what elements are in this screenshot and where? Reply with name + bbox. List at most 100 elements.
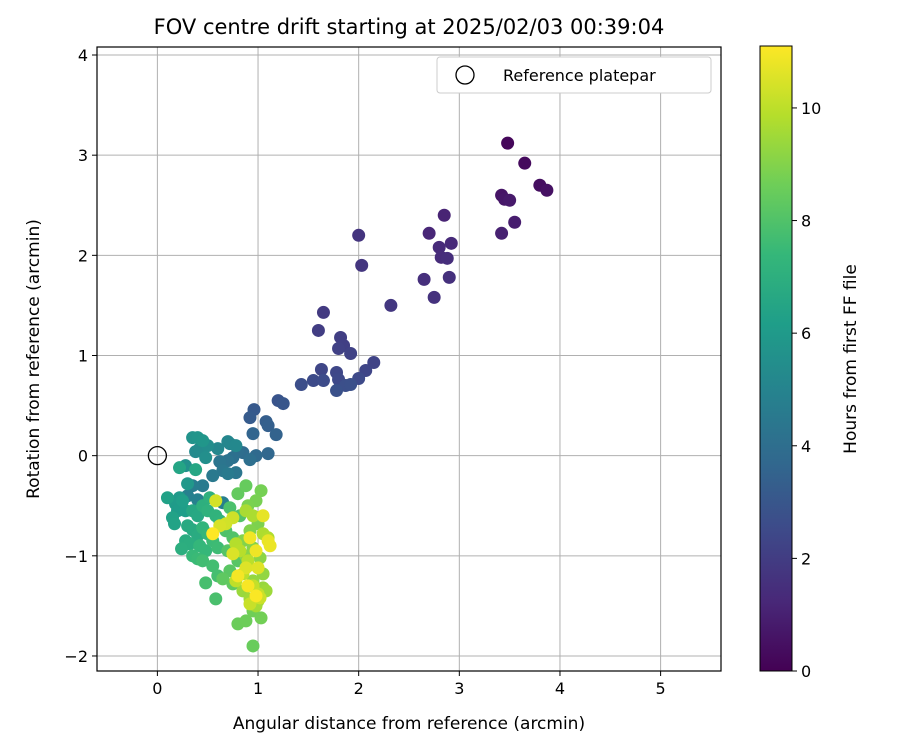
colorbar-tick-label: 2 — [801, 549, 811, 568]
x-tick-label: 1 — [253, 679, 263, 698]
data-point — [316, 374, 330, 388]
data-point — [518, 156, 532, 170]
data-point — [160, 491, 174, 505]
data-point — [226, 547, 240, 561]
data-point — [243, 531, 257, 545]
colorbar-tick-label: 10 — [801, 99, 821, 118]
data-point — [432, 240, 446, 254]
data-point — [199, 576, 213, 590]
data-point — [501, 136, 515, 150]
data-point — [206, 469, 220, 483]
data-point — [241, 579, 255, 593]
data-point — [495, 226, 509, 240]
y-tick-label: 1 — [78, 346, 88, 365]
data-point — [231, 487, 245, 501]
legend-label: Reference platepar — [503, 66, 656, 85]
data-point — [344, 378, 358, 392]
data-point — [189, 463, 203, 477]
x-tick-label: 2 — [354, 679, 364, 698]
data-point — [256, 509, 270, 523]
data-point — [206, 527, 220, 541]
data-point — [209, 592, 223, 606]
colorbar-tick-label: 6 — [801, 324, 811, 343]
data-point — [249, 544, 263, 558]
data-point — [437, 208, 451, 222]
y-tick-label: 4 — [78, 46, 88, 65]
data-point — [243, 453, 257, 467]
reference-platepar-marker — [147, 446, 168, 466]
reference-marker-layer — [147, 446, 168, 466]
legend-box — [436, 56, 712, 94]
data-point — [221, 467, 235, 481]
data-point — [306, 374, 320, 388]
data-point — [216, 572, 230, 586]
grid — [97, 47, 721, 671]
data-point — [440, 251, 454, 265]
colorbar-label: Hours from first FF file — [841, 264, 861, 454]
data-point — [254, 611, 268, 625]
data-point — [314, 363, 328, 377]
data-point — [330, 384, 344, 398]
y-tick-label: −1 — [64, 547, 88, 566]
data-point — [231, 569, 245, 583]
data-point — [246, 427, 260, 441]
data-point — [191, 509, 205, 523]
data-point — [367, 356, 381, 370]
data-point — [352, 228, 366, 242]
data-point — [196, 434, 210, 448]
data-point — [173, 461, 187, 475]
colorbar-tick-label: 4 — [801, 437, 811, 456]
x-tick-label: 4 — [555, 679, 565, 698]
colorbar: 0 2 4 6 8 10 Hours from first FF file — [759, 45, 861, 681]
data-point — [196, 554, 210, 568]
data-point — [211, 541, 225, 555]
data-point — [294, 378, 308, 392]
plot-frame — [96, 46, 722, 672]
legend-marker-icon — [455, 65, 475, 85]
data-points — [160, 136, 554, 653]
y-tick-label: 0 — [78, 447, 88, 466]
x-tick-label: 3 — [454, 679, 464, 698]
data-point — [422, 226, 436, 240]
data-point — [269, 428, 283, 442]
colorbar-gradient — [759, 45, 793, 672]
data-point — [427, 290, 441, 304]
x-axis-label: Angular distance from reference (arcmin) — [233, 714, 585, 734]
data-point — [181, 477, 195, 491]
data-point — [384, 298, 398, 312]
data-point — [261, 447, 275, 461]
y-axis-label: Rotation from reference (arcmin) — [24, 219, 44, 499]
data-point — [503, 193, 517, 207]
data-point — [276, 397, 290, 411]
data-point — [211, 442, 225, 456]
data-point — [196, 479, 210, 493]
data-point — [444, 236, 458, 250]
y-tick-label: −2 — [64, 647, 88, 666]
data-point — [239, 561, 253, 575]
data-point — [209, 494, 223, 508]
colorbar-tick-label: 0 — [801, 662, 811, 681]
colorbar-ticks: 0 2 4 6 8 10 — [792, 99, 821, 681]
data-point — [249, 589, 263, 603]
data-point — [355, 258, 369, 272]
data-point — [206, 559, 220, 573]
data-point — [243, 411, 257, 425]
y-tick-label: 3 — [78, 146, 88, 165]
data-point — [254, 484, 268, 498]
data-point — [311, 323, 325, 337]
data-point — [239, 479, 253, 493]
x-tick-label: 0 — [152, 679, 162, 698]
chart-title: FOV centre drift starting at 2025/02/03 … — [154, 15, 665, 39]
data-point — [199, 451, 213, 465]
data-point — [167, 517, 181, 531]
data-point — [261, 419, 275, 433]
x-tick-label: 5 — [656, 679, 666, 698]
y-axis-ticks: −2 −1 0 1 2 3 4 — [64, 46, 97, 666]
data-point — [175, 542, 189, 556]
data-point — [239, 614, 253, 628]
data-point — [540, 183, 554, 197]
legend: Reference platepar — [436, 56, 712, 94]
y-tick-label: 2 — [78, 246, 88, 265]
